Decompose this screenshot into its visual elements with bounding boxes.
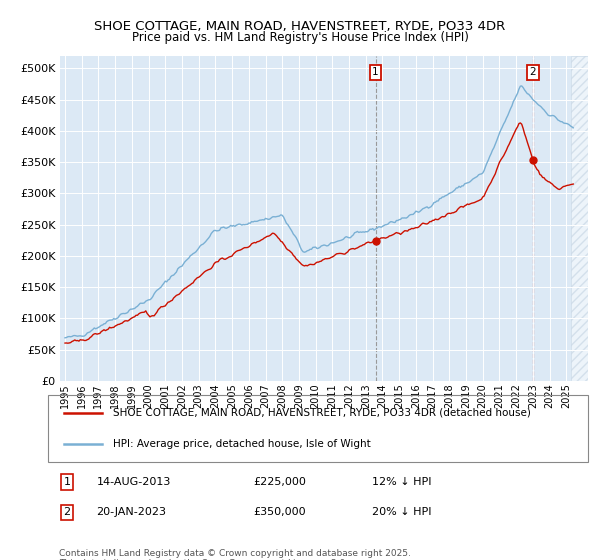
Text: £350,000: £350,000 [253, 507, 306, 517]
Text: HPI: Average price, detached house, Isle of Wight: HPI: Average price, detached house, Isle… [113, 439, 371, 449]
Text: SHOE COTTAGE, MAIN ROAD, HAVENSTREET, RYDE, PO33 4DR (detached house): SHOE COTTAGE, MAIN ROAD, HAVENSTREET, RY… [113, 408, 530, 418]
Text: SHOE COTTAGE, MAIN ROAD, HAVENSTREET, RYDE, PO33 4DR: SHOE COTTAGE, MAIN ROAD, HAVENSTREET, RY… [94, 20, 506, 32]
Bar [571, 56, 596, 381]
Text: 12% ↓ HPI: 12% ↓ HPI [372, 477, 431, 487]
Text: Price paid vs. HM Land Registry's House Price Index (HPI): Price paid vs. HM Land Registry's House … [131, 31, 469, 44]
Text: 1: 1 [64, 477, 70, 487]
Text: 2: 2 [64, 507, 70, 517]
Text: 14-AUG-2013: 14-AUG-2013 [97, 477, 171, 487]
Text: 20% ↓ HPI: 20% ↓ HPI [372, 507, 431, 517]
Text: £225,000: £225,000 [253, 477, 306, 487]
Text: 20-JAN-2023: 20-JAN-2023 [97, 507, 167, 517]
Text: 2: 2 [530, 67, 536, 77]
Text: Contains HM Land Registry data © Crown copyright and database right 2025.
This d: Contains HM Land Registry data © Crown c… [59, 549, 410, 560]
Text: 1: 1 [372, 67, 379, 77]
